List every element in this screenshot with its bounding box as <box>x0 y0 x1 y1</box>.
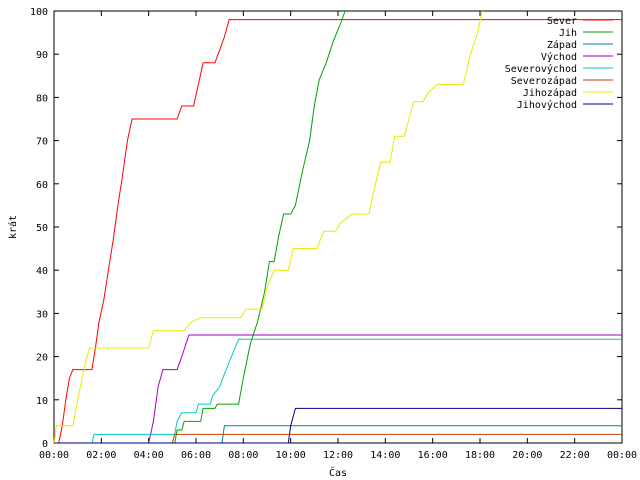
x-tick-label: 08:00 <box>228 450 258 461</box>
y-axis-label: krát <box>7 215 19 239</box>
legend-label: Jih <box>559 28 577 39</box>
x-tick-label: 20:00 <box>512 450 542 461</box>
y-tick-label: 100 <box>30 7 48 18</box>
x-tick-label: 22:00 <box>560 450 590 461</box>
y-tick-label: 40 <box>36 266 48 277</box>
series-line-4 <box>54 334 622 444</box>
y-tick-label: 50 <box>36 223 48 234</box>
y-tick-label: 10 <box>36 396 48 407</box>
series-line-8 <box>54 407 622 444</box>
axis-layer: 0 10 20 30 40 50 60 70 80 90 100 00:00 02:00 04:00 06:… <box>30 7 637 461</box>
legend-label: Sever <box>547 16 577 27</box>
y-tick-label: 90 <box>36 50 48 61</box>
x-tick-label: 14:00 <box>370 450 400 461</box>
x-axis-label: Čas <box>329 466 347 479</box>
series-layer <box>53 10 622 444</box>
legend-label: Severovýchod <box>505 63 577 75</box>
series-line-5 <box>54 338 622 444</box>
x-tick-label: 06:00 <box>181 450 211 461</box>
y-tick-label: 0 <box>42 439 48 450</box>
legend-label: Severozápad <box>511 75 577 87</box>
y-tick-label: 60 <box>36 180 48 191</box>
series-line-1 <box>58 19 622 444</box>
legend-label: Východ <box>541 51 577 63</box>
x-tick-label: 00:00 <box>607 450 637 461</box>
x-tick-label: 18:00 <box>465 450 495 461</box>
legend-label: Západ <box>547 39 577 51</box>
series-line-2 <box>54 10 346 444</box>
y-tick-label: 20 <box>36 353 48 364</box>
x-tick-label: 02:00 <box>86 450 116 461</box>
y-tick-label: 30 <box>36 309 48 320</box>
y-tick-label: 80 <box>36 93 48 104</box>
legend-label: Jihozápad <box>523 87 577 99</box>
y-tick-label: 70 <box>36 137 48 148</box>
x-tick-label: 04:00 <box>134 450 164 461</box>
x-tick-label: 10:00 <box>276 450 306 461</box>
legend-label: Jihovýchod <box>517 99 577 111</box>
series-line-7 <box>53 10 483 444</box>
x-tick-label: 12:00 <box>323 450 353 461</box>
x-tick-label: 16:00 <box>418 450 448 461</box>
legend: SeverJihZápadVýchodSeverovýchodSeverozáp… <box>505 16 613 111</box>
x-tick-label: 00:00 <box>39 450 69 461</box>
